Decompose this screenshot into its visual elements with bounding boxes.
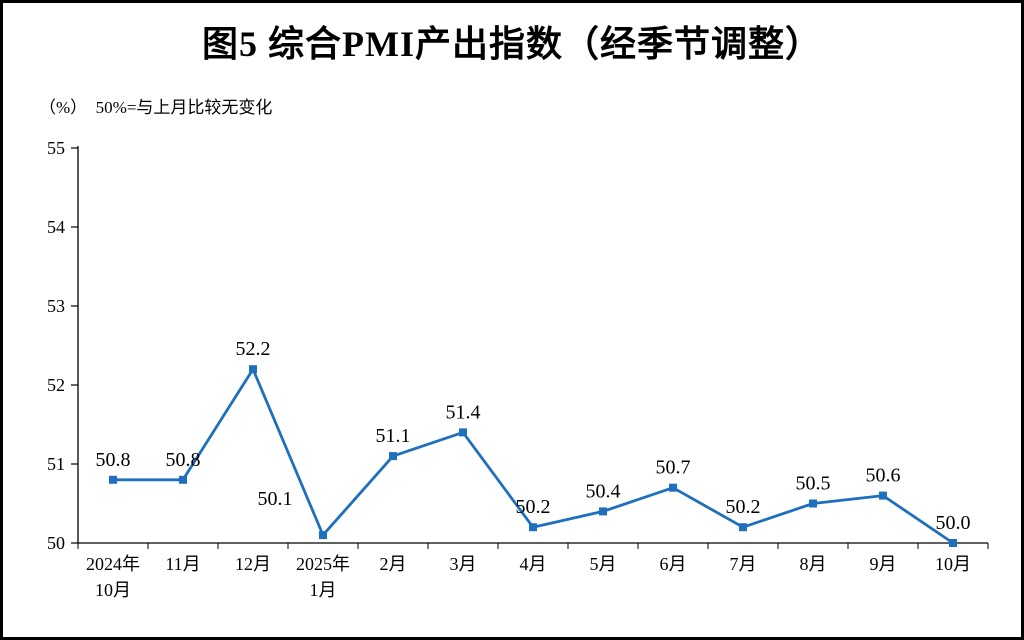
- x-axis-tick-label: 12月: [235, 554, 271, 574]
- data-point-marker: [599, 507, 607, 516]
- data-label: 50.5: [796, 473, 831, 495]
- data-label: 50.8: [96, 449, 131, 471]
- x-axis-tick-label: 8月: [800, 554, 827, 574]
- data-point-marker: [879, 491, 887, 500]
- data-point-marker: [949, 539, 957, 547]
- data-point-marker: [669, 483, 677, 492]
- data-point-marker: [109, 475, 117, 484]
- data-label: 50.8: [166, 449, 201, 471]
- data-label: 50.0: [936, 512, 971, 534]
- data-point-marker: [319, 531, 327, 540]
- data-point-marker: [809, 499, 817, 508]
- data-point-marker: [389, 452, 397, 461]
- data-label: 51.1: [376, 425, 411, 447]
- data-point-marker: [179, 475, 187, 484]
- data-point-marker: [529, 523, 537, 532]
- x-axis-tick-label: 7月: [730, 554, 757, 574]
- x-axis-tick-label: 6月: [660, 554, 687, 574]
- data-label: 50.2: [726, 496, 761, 518]
- data-point-marker: [459, 428, 467, 437]
- x-axis-tick-label: 10月: [95, 580, 131, 600]
- pmi-line-chart: 50 51 52 53 54 55 2024年 10月 11月 12月 2025年 1月 2月 3月 4月 5…: [47, 138, 989, 600]
- data-point-marker: [249, 365, 257, 374]
- y-axis-tick-label: 52: [47, 375, 65, 395]
- axis-unit-label: （%） 50%=与上月比较无变化: [39, 98, 273, 117]
- x-axis-tick-label: 5月: [590, 554, 617, 574]
- y-axis-tick-label: 50: [47, 533, 65, 553]
- chart-title: 图5 综合PMI产出指数（经季节调整）: [202, 24, 822, 64]
- x-axis-tick-label: 3月: [450, 554, 477, 574]
- data-label: 51.4: [446, 401, 481, 423]
- x-axis-tick-label: 9月: [870, 554, 897, 574]
- x-axis-tick-label: 2025年: [296, 554, 350, 574]
- data-label: 50.6: [866, 465, 901, 487]
- data-label: 50.4: [586, 480, 621, 502]
- y-axis-tick-label: 55: [47, 138, 65, 158]
- data-label: 52.2: [236, 338, 271, 360]
- data-label: 50.7: [656, 457, 691, 479]
- data-label: 50.2: [516, 496, 551, 518]
- data-point-marker: [739, 523, 747, 532]
- x-axis-tick-label: 4月: [520, 554, 547, 574]
- x-axis-tick-label: 1月: [310, 580, 337, 600]
- x-axis-tick-label: 11月: [165, 554, 200, 574]
- x-axis-tick-label: 2月: [380, 554, 407, 574]
- data-label: 50.1: [258, 488, 293, 510]
- y-axis-tick-label: 53: [47, 296, 65, 316]
- y-axis-tick-label: 51: [47, 454, 65, 474]
- y-axis-tick-label: 54: [47, 217, 65, 237]
- x-axis-tick-label: 10月: [935, 554, 971, 574]
- x-axis-tick-label: 2024年: [86, 554, 140, 574]
